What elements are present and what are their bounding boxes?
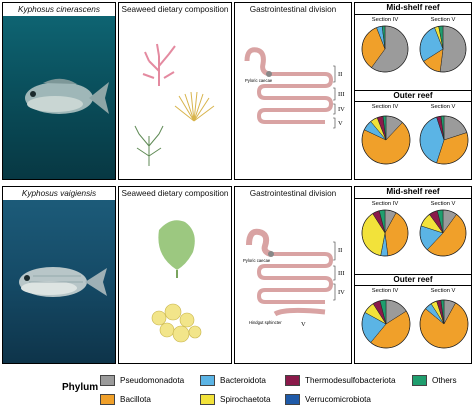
legend-label: Bacillota [120,395,151,404]
gi-label: Pyloric caecae [245,78,273,83]
section-label: III [338,270,345,277]
seaweed-illustration [134,43,215,166]
pie-outline [361,299,411,349]
section-label: III [338,91,345,98]
gi-label: Pyloric caecae [243,258,271,263]
species-panel-2: Kyphosus vaigiensis [2,186,116,364]
reef-label-mid-shelf: Mid-shelf reef [355,3,471,15]
pie-outline [419,299,469,349]
red-seaweed-icon [142,43,176,86]
legend-item: Bacillota [100,393,151,406]
gi-label: Hindgut sphincter [249,320,282,325]
legend-item: Pseudomonadota [100,374,184,387]
golden-seaweed-icon [174,91,215,122]
pie-chart [419,115,469,165]
gi-tract-diagram: Pyloric caecae II III IV V [244,47,345,129]
legend-label: Verrucomicrobiota [305,395,371,404]
legend-swatch [200,394,215,405]
pie-section-label: Section V [430,201,456,207]
pie-outline [419,209,467,257]
pie-outline [361,25,409,73]
seaweed-panel-1: Seaweed dietary composition [118,2,232,180]
pie-section-label: Section IV [371,288,399,294]
pies-panel-1: Mid-shelf reef Section IV Section V Oute… [354,2,472,180]
species-panel-1: Kyphosus cinerascens [2,2,116,180]
reef-label-mid-shelf: Mid-shelf reef [355,187,471,199]
pie-chart [361,115,411,165]
section-label: II [338,71,342,78]
section-label: IV [338,106,345,113]
legend-swatch [100,394,115,405]
gi-title: Gastrointestinal division [235,187,351,200]
pie-outline [419,115,469,165]
legend-item: Bacteroidota [200,374,266,387]
pie-chart [361,25,409,73]
fish-illustration [25,78,109,114]
green-leaf-seaweed-icon [158,220,195,278]
legend-swatch [285,394,300,405]
legend-swatch [100,375,115,386]
legend-title: Phylum [62,382,99,393]
gi-panel-1: Gastrointestinal division Pyloric caecae… [234,2,352,180]
pie-section-label: Section IV [371,104,399,110]
gi-panel-2: Gastrointestinal division Pyloric caecae… [234,186,352,364]
legend-swatch [285,375,300,386]
seaweed-illustration [151,220,202,343]
reef-label-outer: Outer reef [355,274,471,286]
pie-section-label: Section IV [371,17,399,23]
legend-item: Thermodesulfobacteriota [285,374,396,387]
seaweed-title: Seaweed dietary composition [119,3,231,16]
section-label: II [338,247,342,254]
legend-label: Spirochaetota [220,395,271,404]
legend-label: Bacteroidota [220,376,266,385]
legend-label: Pseudomonadota [120,376,185,385]
species-title: Kyphosus cinerascens [3,3,115,16]
pie-chart [419,209,467,257]
pie-chart [361,299,411,349]
pie-chart [419,299,469,349]
pie-section-label: Section V [430,104,456,110]
pie-section-label: Section V [430,288,456,294]
pie-chart [419,25,467,73]
legend-item: Spirochaetota [200,393,271,406]
species-title: Kyphosus vaigiensis [3,187,115,200]
fish-photo-background [3,200,115,363]
legend-label: Thermodesulfobacteriota [305,376,396,385]
legend-item: Others [412,374,457,387]
gi-tract-diagram: Pyloric caecae Hindgut sphincter II III … [243,228,345,328]
pie-chart [361,209,409,257]
pie-section-label: Section IV [371,201,399,207]
phylum-legend: Phylum Pseudomonadota Bacillota Bacteroi… [0,368,474,414]
seaweed-title: Seaweed dietary composition [119,187,231,200]
green-seaweed-icon [134,125,164,166]
gi-title: Gastrointestinal division [235,3,351,16]
legend-item: Verrucomicrobiota [285,393,371,406]
pie-section-label: Section V [430,17,456,23]
pie-outline [361,209,409,257]
section-label: V [338,120,343,127]
section-label: V [301,321,306,328]
pies-panel-2: Mid-shelf reef Section IV Section V Oute… [354,186,472,364]
legend-swatch [200,375,215,386]
yellow-seaweed-icon [151,303,202,343]
pie-slice-pseudomonadota [439,25,467,73]
reef-label-outer: Outer reef [355,90,471,102]
pie-outline [361,115,411,165]
legend-swatch [412,375,427,386]
fish-photo-background [3,16,115,179]
seaweed-panel-2: Seaweed dietary composition [118,186,232,364]
pie-outline [419,25,467,73]
section-label: IV [338,289,345,296]
legend-label: Others [432,376,457,385]
fish-illustration [19,267,107,297]
